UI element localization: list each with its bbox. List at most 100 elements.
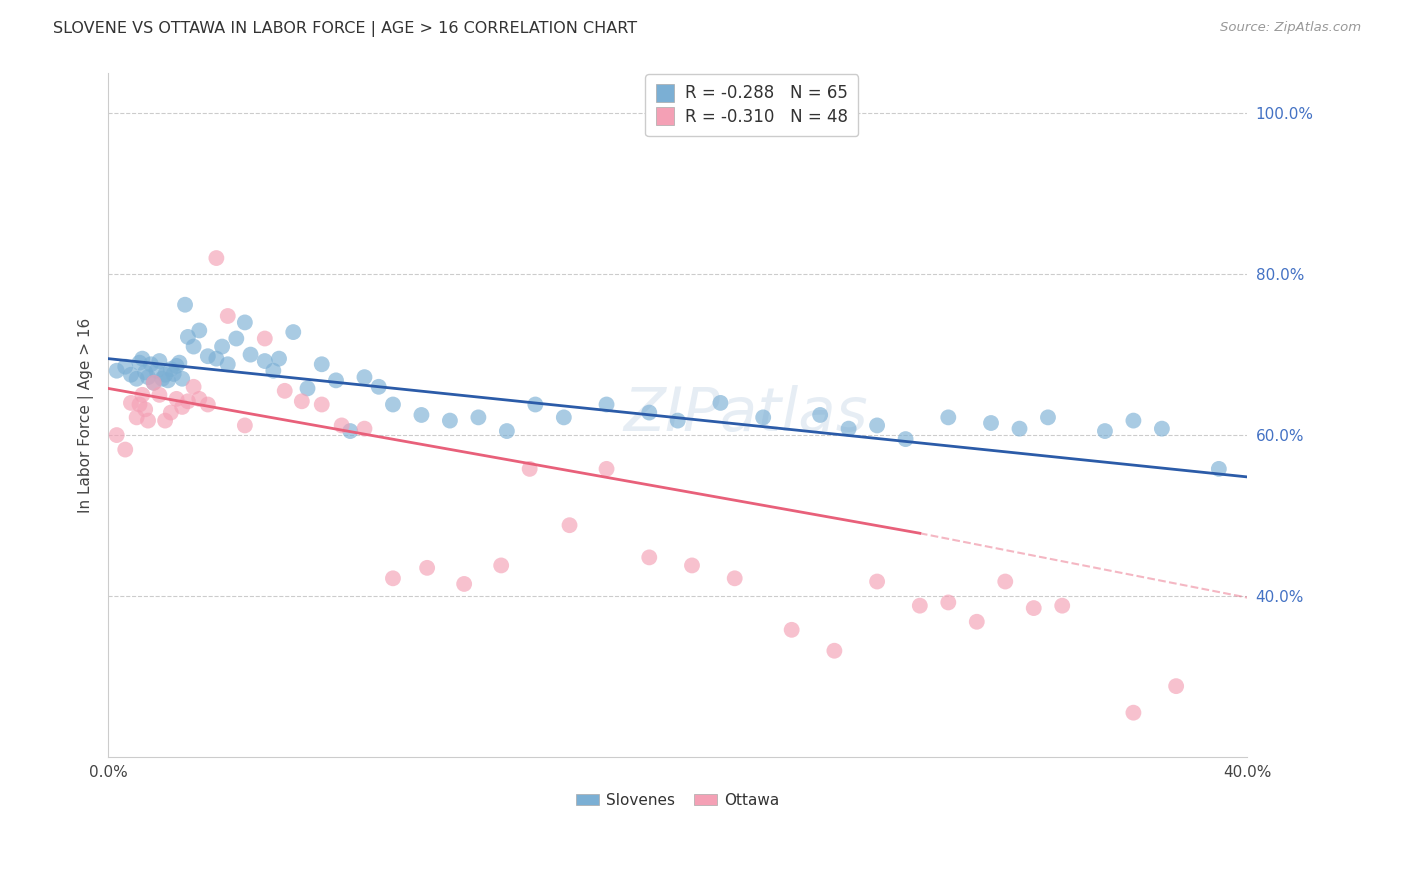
Point (159, 362, 181, 376)
Point (172, 372, 194, 386)
Point (125, 372, 148, 386)
Point (367, 380, 389, 394)
Point (1036, 410, 1059, 425)
Point (136, 370, 159, 384)
Point (1122, 414, 1144, 428)
Point (217, 357, 239, 371)
Point (453, 577, 475, 591)
Text: Source: ZipAtlas.com: Source: ZipAtlas.com (1220, 21, 1361, 35)
Point (339, 424, 361, 438)
Point (166, 359, 188, 373)
Point (966, 615, 988, 629)
Point (1094, 424, 1116, 438)
Legend: Slovenes, Ottawa: Slovenes, Ottawa (569, 787, 786, 814)
Point (131, 351, 153, 366)
Point (169, 356, 191, 370)
Point (724, 571, 747, 585)
Point (188, 323, 211, 337)
Point (172, 400, 194, 414)
Point (114, 359, 136, 374)
Point (128, 356, 150, 370)
Text: ZIPatlas: ZIPatlas (624, 385, 869, 444)
Point (183, 340, 205, 354)
Point (297, 381, 319, 395)
Point (1122, 706, 1144, 720)
Point (752, 410, 775, 425)
Point (595, 462, 617, 476)
Point (283, 325, 305, 339)
Point (894, 432, 917, 446)
Point (381, 571, 404, 585)
Point (139, 357, 162, 371)
Point (262, 364, 284, 378)
Point (1022, 601, 1045, 615)
Point (105, 364, 128, 378)
Point (558, 518, 581, 533)
Point (177, 330, 200, 344)
Point (709, 396, 731, 410)
Point (105, 428, 128, 442)
Point (381, 397, 404, 411)
Point (936, 410, 959, 425)
Point (838, 422, 860, 436)
Point (994, 574, 1017, 589)
Point (197, 397, 219, 411)
Point (808, 408, 831, 422)
Point (225, 332, 247, 346)
Point (325, 373, 347, 387)
Point (205, 351, 228, 366)
Point (134, 402, 156, 417)
Point (120, 396, 142, 410)
Point (153, 368, 176, 382)
Point (150, 372, 173, 386)
Point (153, 414, 176, 428)
Point (496, 424, 519, 438)
Point (131, 388, 153, 402)
Point (467, 410, 489, 425)
Point (163, 367, 186, 381)
Point (353, 422, 375, 436)
Point (866, 574, 889, 589)
Point (233, 315, 256, 329)
Point (353, 370, 375, 384)
Point (136, 414, 159, 428)
Y-axis label: In Labor Force | Age > 16: In Labor Force | Age > 16 (79, 318, 94, 513)
Point (1050, 599, 1073, 613)
Point (217, 309, 239, 323)
Point (908, 599, 931, 613)
Point (519, 462, 541, 476)
Point (330, 418, 353, 433)
Point (681, 558, 703, 573)
Point (595, 397, 617, 411)
Point (145, 364, 167, 378)
Point (120, 368, 142, 382)
Point (411, 408, 433, 422)
Point (489, 558, 512, 573)
Point (211, 340, 233, 354)
Point (553, 410, 575, 425)
Point (780, 623, 803, 637)
Point (148, 354, 170, 368)
Point (205, 251, 228, 265)
Point (291, 394, 314, 409)
Point (274, 384, 297, 398)
Point (125, 410, 148, 425)
Point (233, 418, 256, 433)
Point (183, 380, 205, 394)
Point (142, 376, 165, 390)
Point (1008, 422, 1031, 436)
Point (416, 561, 439, 575)
Point (524, 397, 547, 411)
Point (128, 397, 150, 411)
Point (823, 644, 845, 658)
Point (439, 414, 461, 428)
Point (174, 298, 197, 312)
Point (197, 349, 219, 363)
Point (267, 351, 290, 366)
Point (159, 406, 181, 420)
Point (1166, 679, 1188, 693)
Point (638, 406, 661, 420)
Point (156, 373, 179, 387)
Point (134, 365, 156, 379)
Point (866, 418, 889, 433)
